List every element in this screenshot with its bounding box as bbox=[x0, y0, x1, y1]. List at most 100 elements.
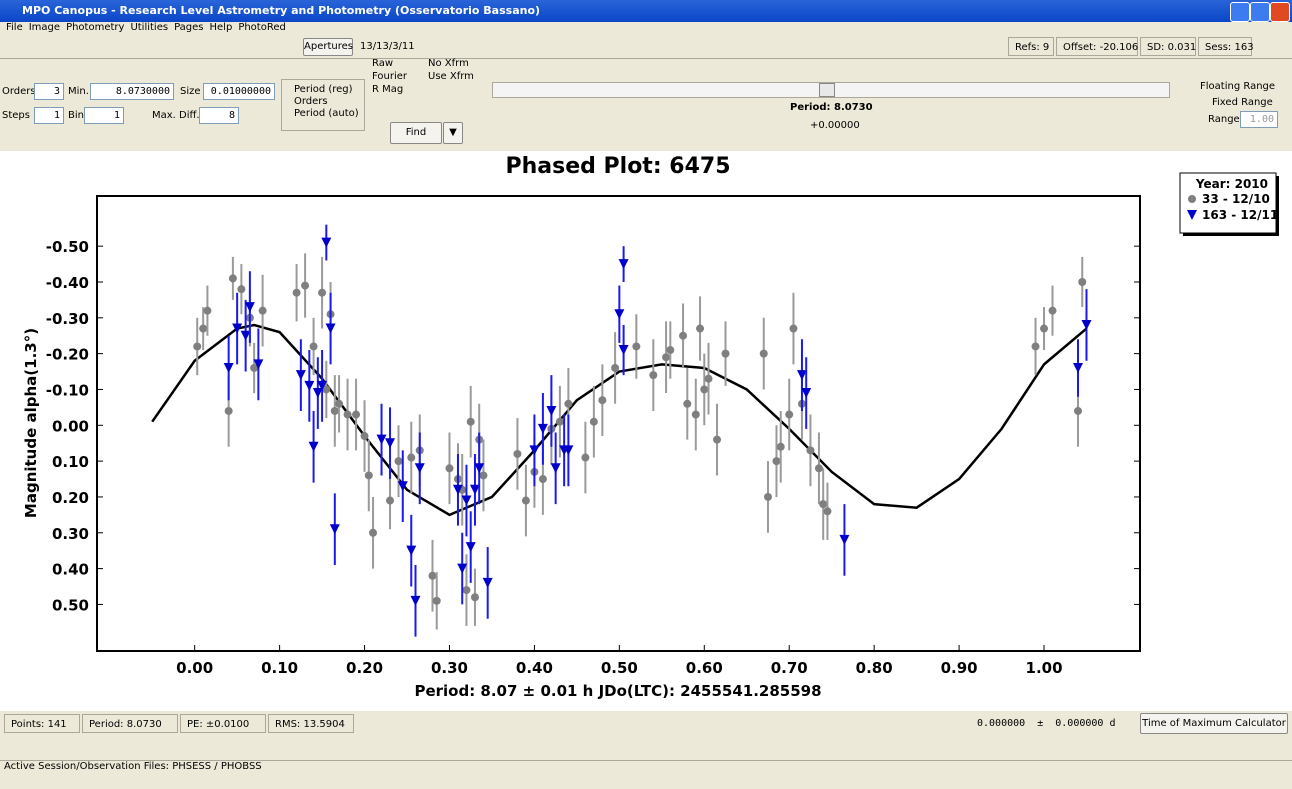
size-input[interactable]: 0.01000000 bbox=[203, 83, 275, 100]
chart-title: Phased Plot: 6475 bbox=[505, 154, 730, 179]
data-point bbox=[352, 410, 361, 419]
min-input[interactable]: 8.0730000 bbox=[90, 83, 174, 100]
data-point bbox=[228, 274, 237, 283]
menu-item[interactable]: Utilities bbox=[130, 22, 169, 33]
data-point bbox=[581, 453, 590, 462]
toolbar: Apertures 13/13/3/11 Refs: 9 Offset: -20… bbox=[0, 36, 1292, 59]
chart: Phased Plot: 6475 Period: 8.07 ± 0.01 h … bbox=[0, 151, 1292, 711]
data-point bbox=[785, 410, 794, 419]
data-point bbox=[240, 330, 251, 341]
data-point bbox=[407, 453, 416, 462]
minimize-button[interactable] bbox=[1230, 2, 1250, 22]
data-point bbox=[465, 542, 476, 553]
data-point bbox=[618, 259, 629, 270]
x-tick-label: 0.40 bbox=[516, 659, 553, 677]
menu-item[interactable]: PhotoRed bbox=[238, 22, 286, 33]
label: Max. Diff. bbox=[152, 110, 200, 121]
data-point bbox=[466, 417, 475, 426]
data-point bbox=[806, 446, 815, 455]
data-point bbox=[614, 309, 625, 320]
data-point bbox=[224, 406, 233, 415]
y-axis-label: Magnitude alpha(1.3°) bbox=[22, 328, 40, 518]
data-point bbox=[322, 385, 331, 394]
maxdiff-input[interactable]: 8 bbox=[199, 107, 239, 124]
data-point bbox=[325, 323, 336, 334]
tmax-button[interactable]: Time of Maximum Calculator bbox=[1140, 713, 1288, 734]
x-tick-label: 0.00 bbox=[176, 659, 213, 677]
menu-item[interactable]: Image bbox=[28, 22, 61, 33]
y-tick-label: 0.40 bbox=[52, 561, 89, 579]
maximize-button[interactable] bbox=[1250, 2, 1270, 22]
data-point bbox=[789, 324, 798, 333]
steps-input[interactable]: 1 bbox=[34, 107, 64, 124]
refs: Refs: 9 bbox=[1008, 37, 1054, 56]
data-point bbox=[513, 449, 522, 458]
checkbox[interactable]: Fourier bbox=[372, 71, 408, 82]
find-button[interactable]: Find bbox=[390, 122, 442, 144]
period-slider[interactable] bbox=[492, 82, 1170, 98]
data-point bbox=[301, 281, 310, 290]
radio-option[interactable]: Fixed Range bbox=[1212, 97, 1273, 108]
data-point bbox=[317, 380, 328, 391]
data-point bbox=[414, 463, 425, 474]
legend-box bbox=[1179, 172, 1277, 234]
close-button[interactable] bbox=[1270, 2, 1290, 22]
data-point bbox=[193, 342, 202, 351]
data-point bbox=[258, 306, 267, 315]
data-point bbox=[618, 345, 629, 356]
data-point bbox=[457, 563, 468, 574]
data-point bbox=[364, 471, 373, 480]
bin-input[interactable]: 1 bbox=[84, 107, 124, 124]
data-point bbox=[696, 324, 705, 333]
data-point bbox=[461, 495, 472, 506]
data-point bbox=[666, 346, 675, 355]
pe: PE: ±0.0100 bbox=[180, 714, 266, 733]
y-tick-label: 0.20 bbox=[52, 489, 89, 507]
menu-item[interactable]: File bbox=[6, 22, 23, 33]
y-tick-label: -0.30 bbox=[46, 310, 89, 328]
data-point bbox=[237, 285, 246, 294]
data-point bbox=[329, 524, 340, 535]
tmax: 0.000000 ± 0.000000 d bbox=[977, 718, 1116, 729]
offset-value: +0.00000 bbox=[810, 120, 860, 131]
radio-option[interactable]: Use Xfrm bbox=[428, 71, 474, 82]
radio-option[interactable]: Floating Range bbox=[1200, 81, 1276, 92]
radio-option[interactable]: Orders bbox=[294, 96, 328, 107]
data-point bbox=[649, 371, 658, 380]
label: Min. bbox=[68, 86, 89, 97]
radio-option[interactable]: No Xfrm bbox=[428, 58, 469, 69]
find-dropdown[interactable]: ▼ bbox=[443, 122, 463, 144]
sess: Sess: 163 bbox=[1198, 37, 1254, 56]
data-point bbox=[376, 434, 387, 445]
data-point bbox=[232, 323, 243, 334]
data-point bbox=[1078, 277, 1087, 286]
menu-item[interactable]: Photometry bbox=[66, 22, 125, 33]
data-point bbox=[550, 463, 561, 474]
data-point bbox=[253, 359, 264, 370]
radio-option[interactable]: Period (auto) bbox=[294, 108, 359, 119]
data-point bbox=[335, 399, 344, 408]
apertures-button[interactable]: Apertures bbox=[303, 38, 353, 56]
radio-option[interactable]: Period (reg) bbox=[294, 84, 353, 95]
data-point bbox=[406, 545, 417, 556]
menu-item[interactable]: Help bbox=[209, 22, 233, 33]
checkbox[interactable]: Raw bbox=[372, 58, 394, 69]
data-point bbox=[611, 363, 620, 372]
y-tick-label: 0.50 bbox=[52, 596, 89, 614]
data-point bbox=[839, 534, 850, 545]
fit-curve bbox=[151, 323, 1088, 517]
data-point bbox=[598, 396, 607, 405]
data-point bbox=[304, 380, 315, 391]
data-point bbox=[700, 385, 709, 394]
orders-input[interactable]: 3 bbox=[34, 83, 64, 100]
range-input[interactable]: 1.00 bbox=[1240, 111, 1278, 128]
menu-item[interactable]: Pages bbox=[174, 22, 204, 33]
data-point bbox=[309, 342, 318, 351]
data-point bbox=[469, 484, 480, 495]
data-point bbox=[321, 237, 332, 248]
data-point bbox=[432, 596, 441, 605]
checkbox[interactable]: R Mag bbox=[372, 84, 404, 95]
period-value: Period: 8.0730 bbox=[790, 102, 873, 113]
data-point bbox=[292, 288, 301, 297]
